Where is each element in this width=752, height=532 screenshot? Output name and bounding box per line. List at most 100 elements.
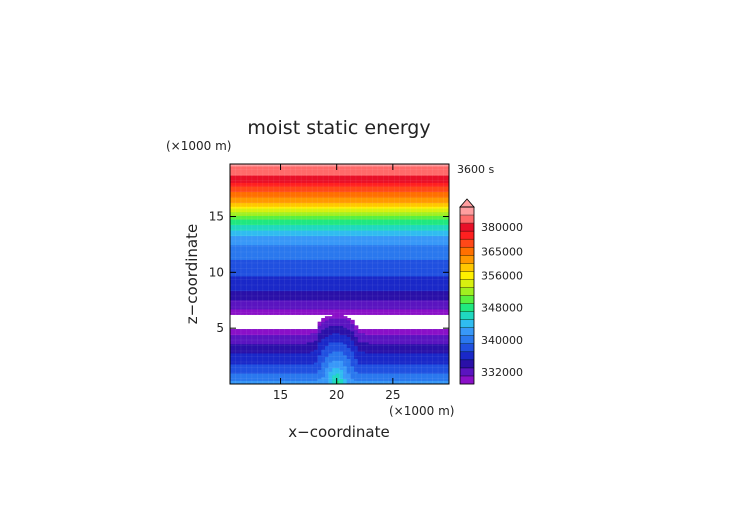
field-cell (324, 277, 330, 281)
field-cell (346, 281, 352, 284)
field-cell (427, 224, 432, 227)
field-cell (324, 219, 330, 222)
field-cell (412, 376, 417, 380)
field-cell (299, 305, 304, 308)
field-cell (328, 296, 333, 299)
field-cell (427, 270, 432, 273)
field-cell (295, 237, 300, 240)
field-cell (361, 248, 366, 251)
field-cell (379, 268, 384, 271)
field-cell (390, 371, 395, 374)
field-cell (438, 345, 443, 348)
field-cell (321, 332, 326, 336)
field-cell (376, 308, 381, 312)
field-cell (339, 268, 344, 271)
field-cell (394, 307, 399, 310)
field-cell (266, 285, 271, 288)
field-cell (230, 363, 235, 367)
field-cell (281, 239, 286, 242)
field-cell (277, 242, 282, 246)
field-cell (361, 338, 366, 341)
field-cell (328, 224, 333, 227)
field-cell (310, 310, 315, 314)
field-cell (419, 303, 425, 306)
field-cell (379, 261, 384, 264)
field-cell (288, 250, 293, 253)
field-cell (251, 349, 257, 352)
field-cell (394, 255, 399, 259)
field-cell (350, 288, 355, 292)
field-cell (233, 248, 238, 251)
field-cell (430, 285, 435, 288)
field-cell (266, 231, 271, 235)
field-cell (354, 248, 359, 251)
field-cell (383, 290, 388, 293)
field-cell (408, 231, 414, 235)
field-cell (346, 224, 352, 227)
field-cell (441, 263, 446, 266)
field-cell (248, 310, 253, 314)
field-cell (310, 356, 315, 359)
field-cell (299, 259, 304, 262)
field-cell (379, 294, 384, 297)
field-cell (255, 253, 260, 257)
field-cell (313, 222, 319, 226)
field-cell (365, 303, 370, 306)
field-cell (412, 297, 417, 301)
field-cell (237, 380, 242, 383)
field-cell (299, 266, 304, 270)
field-cell (343, 351, 348, 354)
field-cell (441, 285, 446, 288)
field-cell (365, 363, 370, 367)
field-cell (240, 296, 246, 299)
field-cell (350, 325, 355, 328)
field-cell (240, 257, 246, 260)
field-cell (405, 242, 410, 246)
field-cell (266, 301, 271, 304)
field-cell (365, 347, 370, 350)
field-cell (372, 376, 377, 380)
field-cell (423, 367, 428, 370)
field-cell (368, 237, 373, 240)
field-cell (299, 365, 304, 369)
field-cell (354, 268, 359, 271)
field-cell (394, 332, 399, 336)
field-cell (255, 275, 260, 279)
field-cell (343, 237, 348, 240)
field-cell (354, 343, 359, 347)
field-cell (240, 246, 246, 249)
field-cell (383, 219, 388, 222)
field-cell (357, 242, 362, 246)
field-cell (288, 352, 293, 356)
field-cell (423, 365, 428, 369)
field-cell (233, 228, 238, 231)
field-cell (328, 219, 333, 222)
field-cell (292, 283, 297, 286)
field-cell (430, 242, 435, 246)
field-cell (230, 354, 235, 358)
field-cell (303, 285, 308, 288)
field-cell (335, 363, 341, 367)
field-cell (405, 373, 410, 376)
field-cell (317, 301, 322, 304)
field-cell (277, 297, 282, 301)
field-cell (397, 237, 403, 240)
field-cell (343, 233, 348, 237)
field-cell (233, 279, 238, 282)
field-cell (412, 253, 417, 257)
field-cell (430, 261, 435, 264)
field-cell (273, 294, 279, 297)
field-cell (281, 283, 286, 286)
field-cell (277, 224, 282, 227)
field-cell (299, 286, 304, 290)
field-cell (445, 224, 449, 227)
field-cell (372, 308, 377, 312)
field-cell (408, 272, 414, 275)
field-cell (288, 220, 293, 224)
field-cell (416, 376, 421, 380)
field-cell (416, 294, 421, 297)
field-cell (303, 292, 308, 295)
field-cell (237, 224, 242, 227)
field-cell (303, 259, 308, 262)
field-cell (310, 261, 315, 264)
